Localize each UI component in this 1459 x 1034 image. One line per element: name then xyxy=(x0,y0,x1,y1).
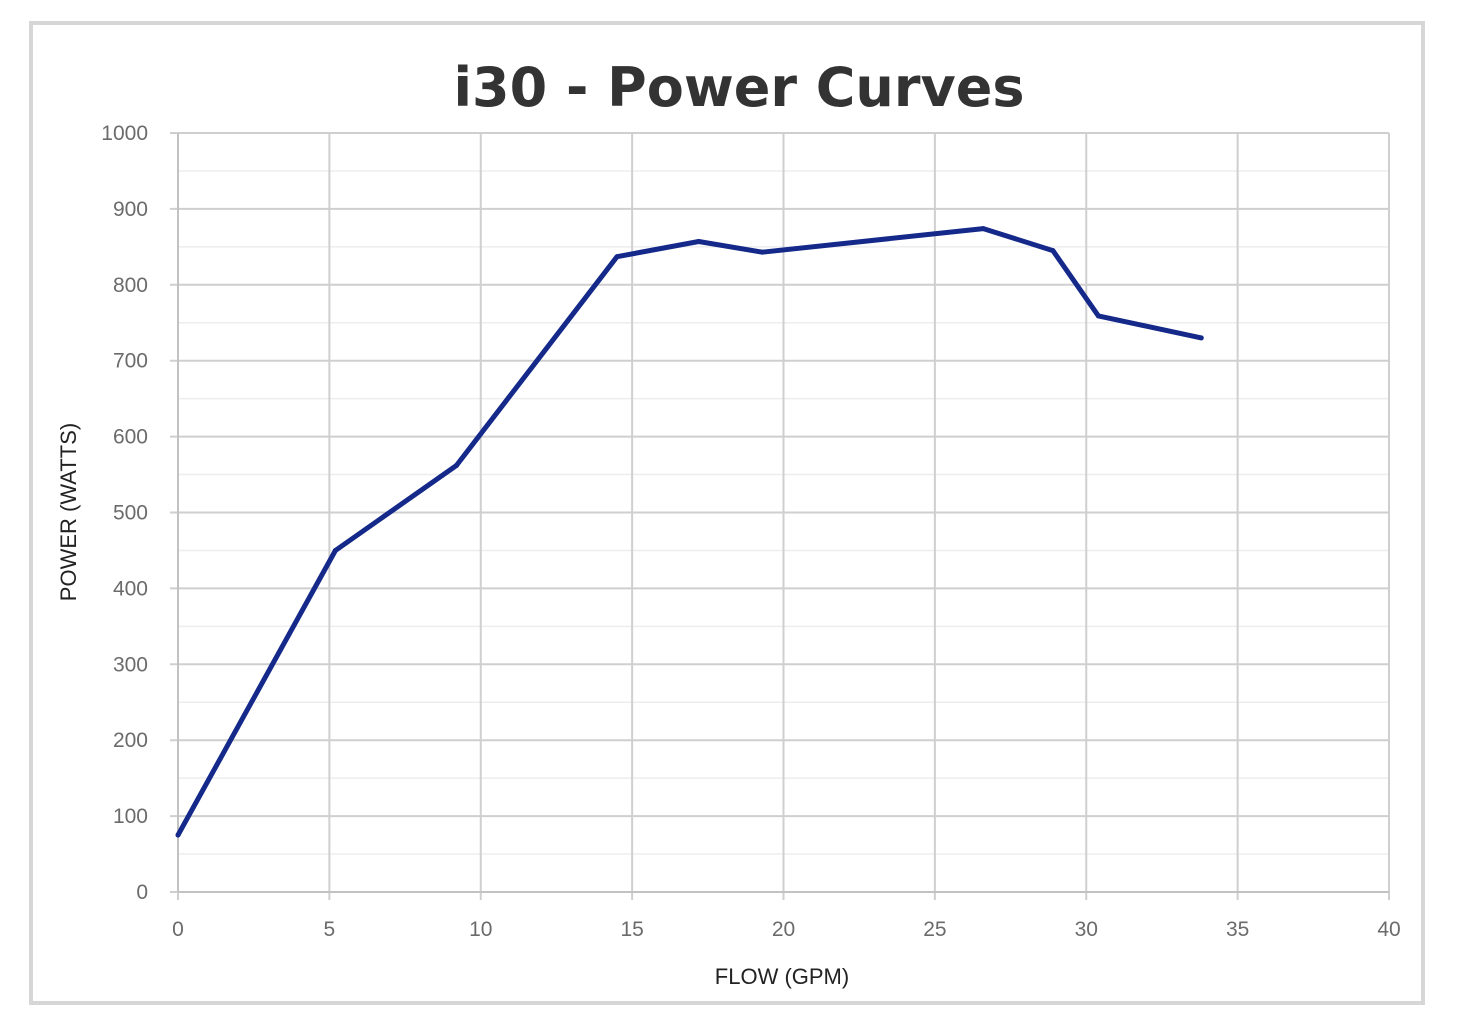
y-tick-label: 1000 xyxy=(101,122,148,145)
data-point xyxy=(759,249,765,255)
x-tick-label: 35 xyxy=(1226,918,1249,941)
x-tick-label: 10 xyxy=(469,918,492,941)
x-tick-label: 5 xyxy=(324,918,336,941)
y-axis-label: POWER (WATTS) xyxy=(56,423,81,601)
data-point xyxy=(1198,335,1204,341)
y-tick-label: 700 xyxy=(113,350,148,373)
y-tick-label: 400 xyxy=(113,577,148,600)
data-point xyxy=(454,462,460,468)
data-point xyxy=(696,239,702,245)
x-tick-label: 20 xyxy=(772,918,795,941)
y-tick-label: 600 xyxy=(113,426,148,449)
y-tick-label: 200 xyxy=(113,729,148,752)
grid-lines xyxy=(170,132,1390,900)
data-point xyxy=(332,547,338,553)
data-point xyxy=(1095,313,1101,319)
x-tick-label: 25 xyxy=(923,918,946,941)
axes xyxy=(177,133,1389,893)
series-layer xyxy=(175,226,1204,838)
y-tick-label: 800 xyxy=(113,274,148,297)
x-axis-label: FLOW (GPM) xyxy=(715,964,849,989)
y-tick-label: 0 xyxy=(136,881,148,904)
x-tick-label: 40 xyxy=(1377,918,1400,941)
data-point xyxy=(614,254,620,260)
data-point xyxy=(980,226,986,232)
data-point xyxy=(1050,248,1056,254)
series-line xyxy=(175,226,1202,837)
y-tick-label: 900 xyxy=(113,198,148,221)
x-tick-label: 0 xyxy=(172,918,184,941)
chart-title: i30 - Power Curves xyxy=(454,56,1025,119)
y-tick-labels: 0 100 200 300 400 500 600 700 800 900 1000 xyxy=(101,122,148,904)
data-point xyxy=(175,832,181,838)
x-tick-label: 30 xyxy=(1075,918,1098,941)
x-tick-label: 15 xyxy=(620,918,643,941)
y-tick-label: 500 xyxy=(113,502,148,525)
y-tick-label: 300 xyxy=(113,653,148,676)
x-tick-labels: 0 5 10 15 20 25 30 35 40 xyxy=(172,918,1401,941)
y-tick-label: 100 xyxy=(113,805,148,828)
